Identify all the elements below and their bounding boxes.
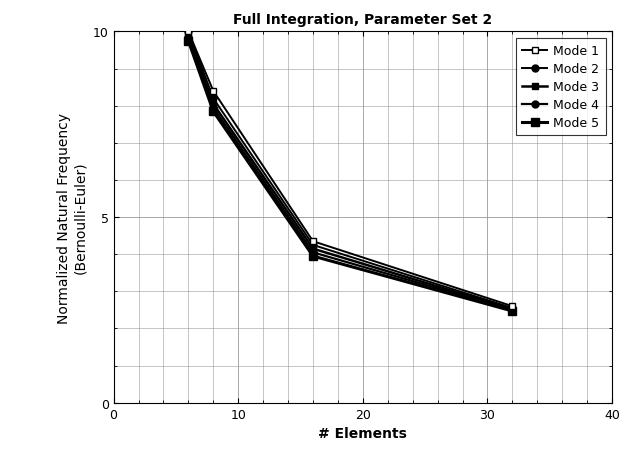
Line: Mode 2: Mode 2 <box>185 29 516 312</box>
Line: Mode 3: Mode 3 <box>185 33 516 313</box>
Line: Mode 1: Mode 1 <box>185 29 516 310</box>
Mode 5 <box>509 308 516 314</box>
Mode 3 <box>509 307 516 312</box>
Mode 1 <box>184 30 192 35</box>
Y-axis label: Normalized Natural Frequency
(Bernoulli-Euler): Normalized Natural Frequency (Bernoulli-… <box>57 113 87 323</box>
Mode 5 <box>209 109 217 115</box>
Mode 2 <box>309 243 317 248</box>
Title: Full Integration, Parameter Set 2: Full Integration, Parameter Set 2 <box>233 13 492 27</box>
Line: Mode 4: Mode 4 <box>185 35 516 313</box>
Mode 3 <box>309 246 317 252</box>
Mode 2 <box>184 30 192 35</box>
Mode 4 <box>209 106 217 111</box>
Mode 5 <box>184 39 192 44</box>
X-axis label: # Elements: # Elements <box>319 426 407 440</box>
Mode 1 <box>509 304 516 309</box>
Legend: Mode 1, Mode 2, Mode 3, Mode 4, Mode 5: Mode 1, Mode 2, Mode 3, Mode 4, Mode 5 <box>516 38 606 136</box>
Mode 3 <box>184 33 192 39</box>
Mode 1 <box>209 89 217 94</box>
Mode 2 <box>209 96 217 102</box>
Mode 4 <box>309 250 317 256</box>
Mode 3 <box>209 102 217 107</box>
Line: Mode 5: Mode 5 <box>184 38 517 315</box>
Mode 5 <box>309 254 317 259</box>
Mode 4 <box>509 307 516 313</box>
Mode 1 <box>309 239 317 244</box>
Mode 4 <box>184 35 192 41</box>
Mode 2 <box>509 306 516 311</box>
